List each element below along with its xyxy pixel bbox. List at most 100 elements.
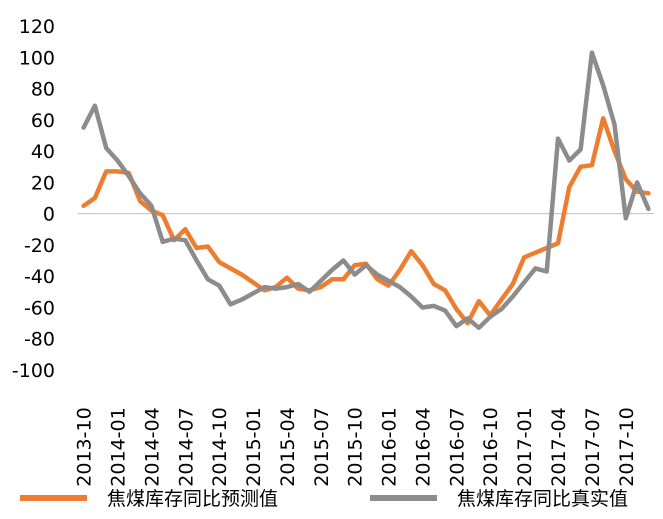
series-1-point [115,169,120,173]
series-2-point [499,307,504,311]
x-tick-label: 2014-01 [108,407,130,486]
legend: 焦煤库存同比预测值 焦煤库存同比真实值 [20,488,628,510]
x-axis-tick-labels: 2013-10 2014-01 2014-04 2014-07 2014-10 2015-… [74,407,638,486]
series-2-point [387,279,391,283]
series-2-point [228,302,233,306]
series-2-point [115,158,120,163]
series-2-point [398,285,402,289]
series-1-point [251,280,255,284]
series-1-point [240,273,244,277]
series-1-point [195,246,199,250]
x-tick-label: 2017-04 [548,407,570,486]
series-1-point [398,268,402,272]
x-tick-label: 2015-04 [277,407,299,486]
x-tick-label: 2014-04 [141,407,163,486]
x-tick-label: 2017-07 [582,407,604,486]
series-2-point [93,104,97,108]
series-1-point [454,307,458,311]
series-2-point [172,237,176,241]
series-1-point [646,191,651,195]
series-2-point [262,285,266,289]
x-tick-label: 2014-10 [209,407,231,486]
series-1-point [296,287,300,291]
series-1-point [217,260,221,264]
series-2-point [454,324,458,328]
y-axis-tick-labels: 120 100 80 60 40 20 0 -20 -40 -60 -80 -100 [12,16,55,382]
y-tick-label: -100 [12,360,55,382]
series-line-2 [81,50,651,331]
series-2-point [330,268,334,272]
series-2-point [251,291,255,295]
series-2-point [409,294,413,299]
x-tick-label: 2016-07 [446,407,468,486]
y-tick-label: 20 [31,172,55,194]
series-2-point [488,315,492,319]
series-2-point [443,309,447,313]
series-1-point [409,249,413,253]
series-2-point [296,282,300,286]
series-1-point [104,169,108,173]
series-2-point [206,277,210,281]
series-2-point [601,83,605,87]
series-1-point [420,263,425,267]
series-1-point [206,244,210,249]
series-1-point [443,288,447,292]
series-2-point [307,290,312,294]
series-1-point [511,282,515,286]
series-2-point [612,122,617,127]
series-1-point [330,277,334,281]
series-2-point [364,263,368,267]
series-2-point [466,316,470,320]
series-1-point [601,116,605,120]
series-2-point [127,174,131,178]
series-2-point [285,285,289,289]
series-1-point [477,299,481,303]
y-tick-label: -40 [24,266,55,288]
series-2-point [477,326,481,330]
series-2-point [646,207,651,211]
series-2-point [240,298,244,302]
series-1-point [82,204,86,208]
series-2-point [82,126,86,130]
x-tick-label: 2015-07 [311,407,333,486]
series-2-point [556,137,560,141]
series-2-point [624,216,628,220]
series-2-point [195,258,199,263]
series-2-point [149,204,153,208]
series-2-point [353,273,357,277]
series-2-point [274,287,278,291]
y-tick-label: 60 [31,110,55,132]
series-1-point [499,298,504,302]
series-1-point [567,185,571,189]
series-2-point [420,305,425,310]
series-2-point [161,240,165,244]
series-2-point [319,279,323,283]
series-1-point [387,284,391,288]
y-tick-label: -20 [24,235,55,257]
series-1-point [522,255,526,259]
series-1-point [353,263,357,267]
series-1-point [612,149,617,153]
y-tick-label: -60 [24,297,55,319]
y-tick-label: -80 [24,329,55,351]
series-2-point [375,273,379,277]
series-2-point [567,158,571,163]
x-tick-label: 2017-10 [616,407,638,486]
series-2-point [138,191,142,195]
series-1-point [228,266,233,270]
x-tick-label: 2016-01 [379,407,401,486]
x-tick-label: 2014-07 [175,407,197,486]
series-2-point [432,304,436,308]
series-2-point [341,258,345,263]
series-2-point [579,147,583,152]
series-1-point [285,276,289,280]
x-tick-label: 2013-10 [74,407,96,486]
x-tick-label: 2017-01 [514,407,536,486]
series-1-point [556,241,560,245]
series-2-point [635,180,639,184]
x-tick-label: 2016-04 [412,407,434,486]
series-1-point [183,227,187,231]
series-1-point [319,285,323,289]
series-1-point [161,213,165,217]
